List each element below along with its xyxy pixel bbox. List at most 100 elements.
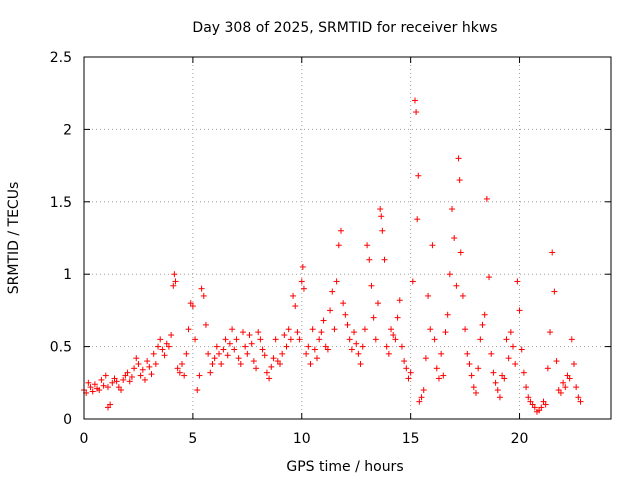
data-point	[272, 336, 279, 343]
data-point	[427, 326, 434, 333]
data-point	[207, 369, 214, 376]
data-point	[444, 311, 451, 318]
data-point	[470, 384, 477, 391]
data-point	[472, 389, 479, 396]
data-point	[455, 155, 462, 162]
data-point	[311, 346, 318, 353]
data-point	[331, 326, 338, 333]
data-point	[337, 227, 344, 234]
data-point	[433, 365, 440, 372]
data-point	[456, 177, 463, 184]
data-point	[385, 350, 392, 357]
data-point	[124, 369, 131, 376]
data-point	[126, 378, 133, 385]
data-point	[98, 376, 105, 383]
data-point	[171, 271, 178, 278]
data-point	[440, 372, 447, 379]
data-point	[390, 332, 397, 339]
data-point	[551, 288, 558, 295]
data-point	[414, 216, 421, 223]
data-point	[388, 326, 395, 333]
data-point	[165, 343, 172, 350]
data-point	[383, 343, 390, 350]
data-point	[335, 242, 342, 249]
data-point	[348, 346, 355, 353]
data-point	[453, 282, 460, 289]
data-point	[333, 278, 340, 285]
data-point	[255, 329, 262, 336]
data-point	[449, 206, 456, 213]
data-point	[438, 350, 445, 357]
data-point	[409, 278, 416, 285]
y-axis-label: SRMTID / TECUs	[6, 182, 22, 295]
data-point	[279, 350, 286, 357]
x-axis-label: GPS time / hours	[286, 459, 403, 475]
data-point	[457, 249, 464, 256]
data-point	[512, 360, 519, 367]
data-point	[342, 311, 349, 318]
data-point	[320, 317, 327, 324]
y-tick-label: 0.5	[50, 340, 72, 356]
data-point	[87, 384, 94, 391]
data-point	[146, 363, 153, 370]
data-point	[431, 336, 438, 343]
data-point	[416, 398, 423, 405]
data-point	[446, 271, 453, 278]
data-point	[570, 360, 577, 367]
data-point	[366, 256, 373, 263]
data-point	[525, 394, 532, 401]
data-point	[172, 278, 179, 285]
y-tick-label: 2	[63, 122, 72, 138]
data-point	[85, 379, 92, 386]
data-point	[379, 227, 386, 234]
x-tick-labels: 0 5 10 15 20	[80, 431, 529, 447]
data-point	[392, 336, 399, 343]
x-tick-label: 5	[188, 431, 197, 447]
data-point	[488, 350, 495, 357]
data-point	[303, 350, 310, 357]
x-tick-label: 20	[511, 431, 529, 447]
data-point	[377, 206, 384, 213]
data-point	[181, 372, 188, 379]
data-point	[150, 350, 157, 357]
data-point	[407, 369, 414, 376]
data-point	[378, 213, 385, 220]
data-point	[91, 381, 98, 388]
data-point	[144, 358, 151, 365]
data-point	[510, 343, 517, 350]
data-point	[357, 360, 364, 367]
data-point	[192, 336, 199, 343]
data-point	[415, 172, 422, 179]
data-point	[477, 336, 484, 343]
data-point	[157, 336, 164, 343]
plot-frame	[83, 56, 612, 420]
data-point	[340, 300, 347, 307]
data-point	[200, 292, 207, 299]
data-point	[131, 365, 138, 372]
data-point	[266, 375, 273, 382]
data-point	[396, 297, 403, 304]
data-point	[283, 343, 290, 350]
data-point	[96, 387, 103, 394]
data-point	[281, 332, 288, 339]
chart-title: Day 308 of 2025, SRMTID for receiver hkw…	[192, 20, 497, 36]
data-point	[231, 346, 238, 353]
data-point	[549, 249, 556, 256]
data-point	[268, 363, 275, 370]
data-point	[244, 350, 251, 357]
data-point	[520, 369, 527, 376]
data-point	[405, 375, 412, 382]
data-point	[287, 336, 294, 343]
data-point	[568, 336, 575, 343]
data-point	[113, 378, 120, 385]
axis-ticks	[83, 56, 611, 420]
data-point	[459, 292, 466, 299]
data-point	[168, 332, 175, 339]
data-point	[104, 384, 111, 391]
data-point	[285, 326, 292, 333]
data-point	[133, 355, 140, 362]
data-point	[292, 303, 299, 310]
data-point	[518, 346, 525, 353]
data-point	[557, 389, 564, 396]
